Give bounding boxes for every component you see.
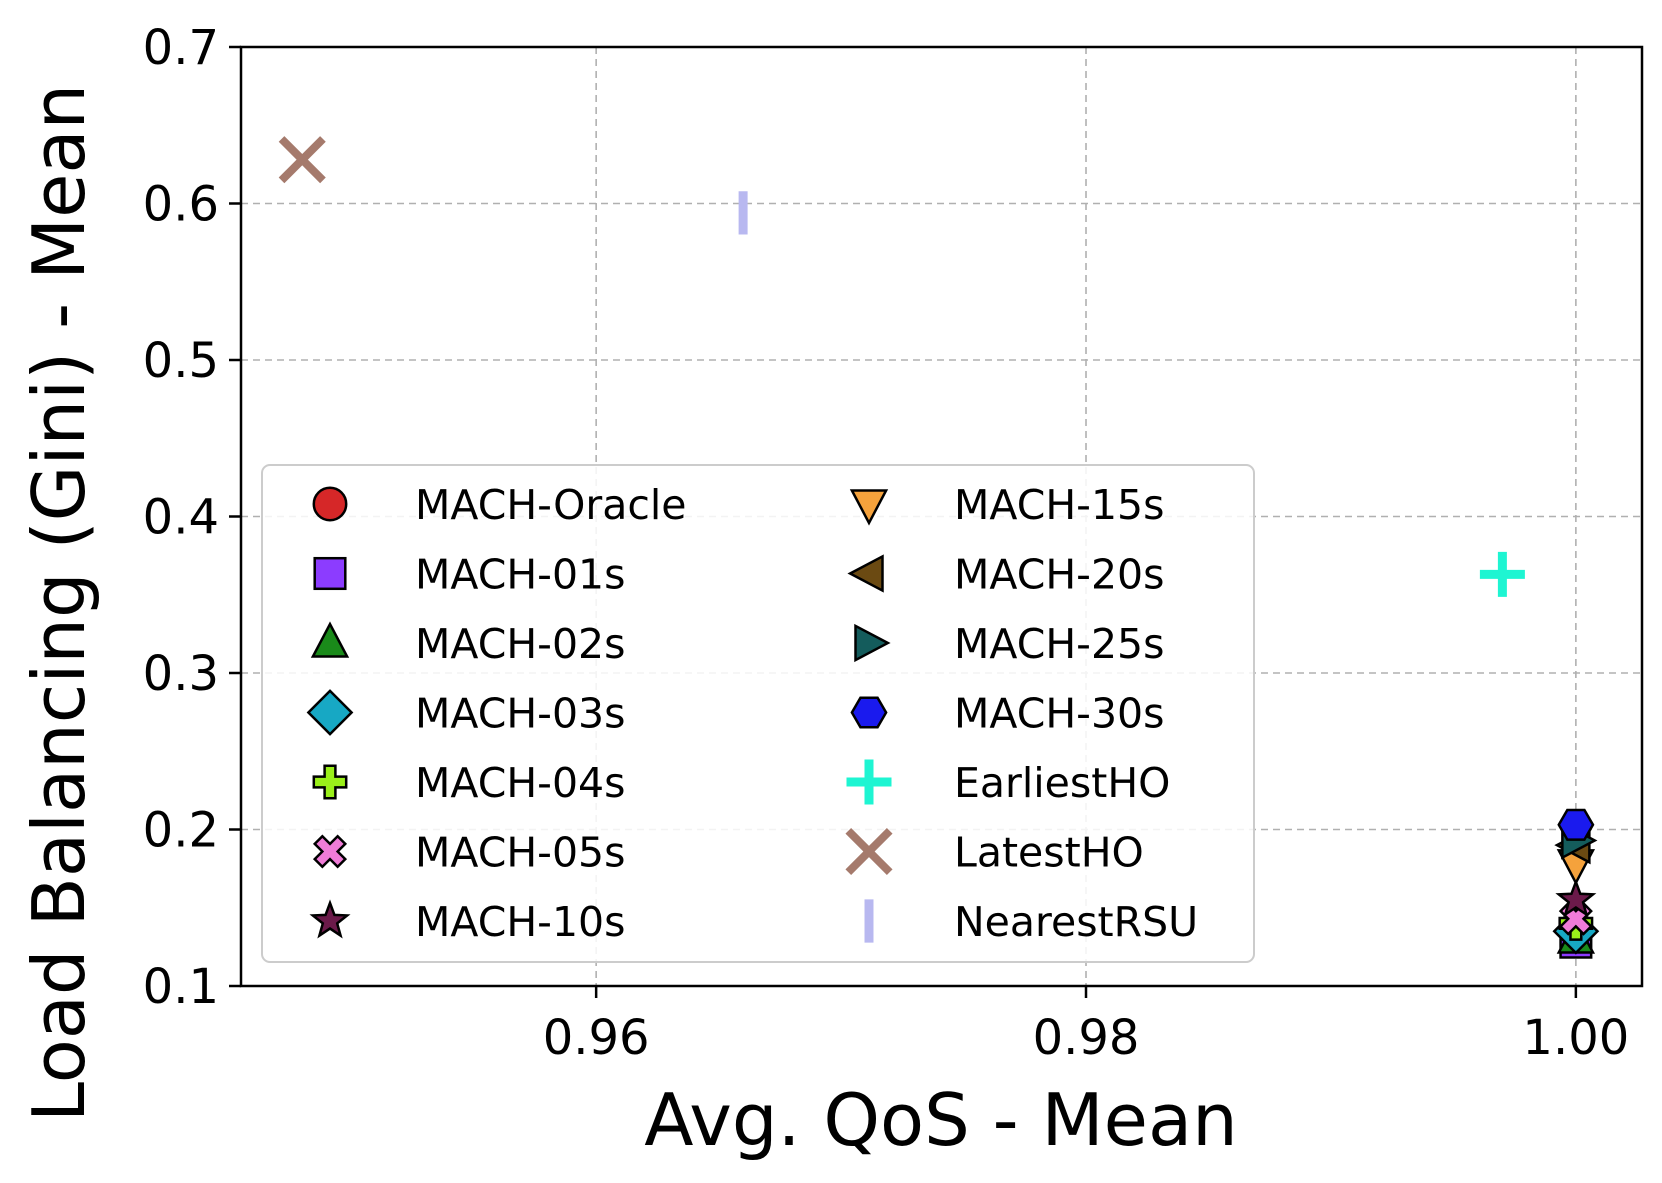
- legend-marker-mach-05s: [312, 834, 348, 869]
- point-latestho: [278, 136, 326, 184]
- legend-marker-earliestho: [846, 759, 892, 805]
- legend-marker-mach-20s: [847, 554, 884, 593]
- legend-label-mach-15s: MACH-15s: [954, 481, 1165, 529]
- legend-label-earliestho: EarliestHO: [954, 759, 1170, 807]
- legend-marker-mach-oracle: [312, 486, 348, 522]
- y-tick-label: 0.6: [143, 177, 219, 233]
- legend-label-mach-02s: MACH-02s: [415, 620, 626, 668]
- y-tick-label: 0.3: [143, 646, 219, 702]
- point-mach-30s: [1557, 808, 1595, 841]
- x-tick-label: 1.00: [1522, 1010, 1629, 1066]
- axis-ticks: 0.96 0.98 1.00 0.1 0.2 0.3 0.4 0.5 0.6 0.7: [143, 20, 1630, 1066]
- point-earliestho: [1479, 551, 1525, 597]
- legend-marker-mach-30s: [850, 696, 888, 729]
- legend-label-mach-30s: MACH-30s: [954, 690, 1165, 738]
- x-tick-label: 0.96: [543, 1010, 650, 1066]
- legend-label-mach-05s: MACH-05s: [415, 829, 626, 877]
- legend-label-latestho: LatestHO: [954, 829, 1144, 877]
- legend-label-mach-03s: MACH-03s: [415, 690, 626, 738]
- y-tick-label: 0.4: [143, 490, 219, 546]
- y-tick-label: 0.7: [143, 20, 219, 76]
- legend-marker-mach-25s: [854, 623, 891, 663]
- point-mach-10s: [1555, 878, 1597, 918]
- y-tick-label: 0.5: [143, 333, 219, 389]
- legend-label-mach-04s: MACH-04s: [415, 759, 626, 807]
- data-points: [278, 136, 1600, 959]
- x-tick-label: 0.98: [1033, 1010, 1140, 1066]
- legend-label-mach-oracle: MACH-Oracle: [415, 481, 687, 529]
- legend-box: [261, 464, 1255, 963]
- legend-label-mach-10s: MACH-10s: [415, 898, 626, 946]
- legend-marker-latestho: [845, 827, 893, 876]
- legend-label-mach-01s: MACH-01s: [415, 551, 626, 599]
- y-tick-label: 0.2: [143, 803, 219, 859]
- x-axis-label: Avg. QoS - Mean: [644, 1078, 1237, 1162]
- legend-label-nearestrsu: NearestRSU: [954, 898, 1198, 946]
- legend-marker-mach-03s: [306, 689, 354, 736]
- legend-marker-mach-02s: [310, 621, 350, 658]
- legend: MACH-Oracle MACH-01s MACH-02s MACH-03s MACH-…: [261, 464, 1255, 963]
- legend-marker-mach-10s: [309, 899, 351, 939]
- legend-label-mach-25s: MACH-25s: [954, 620, 1165, 668]
- y-tick-label: 0.1: [143, 959, 219, 1015]
- legend-label-mach-20s: MACH-20s: [954, 551, 1165, 599]
- legend-marker-mach-15s: [849, 489, 889, 526]
- legend-marker-mach-04s: [312, 764, 348, 800]
- y-axis-label: Load Balancing (Gini) - Mean: [17, 84, 101, 1122]
- legend-marker-mach-01s: [313, 556, 347, 591]
